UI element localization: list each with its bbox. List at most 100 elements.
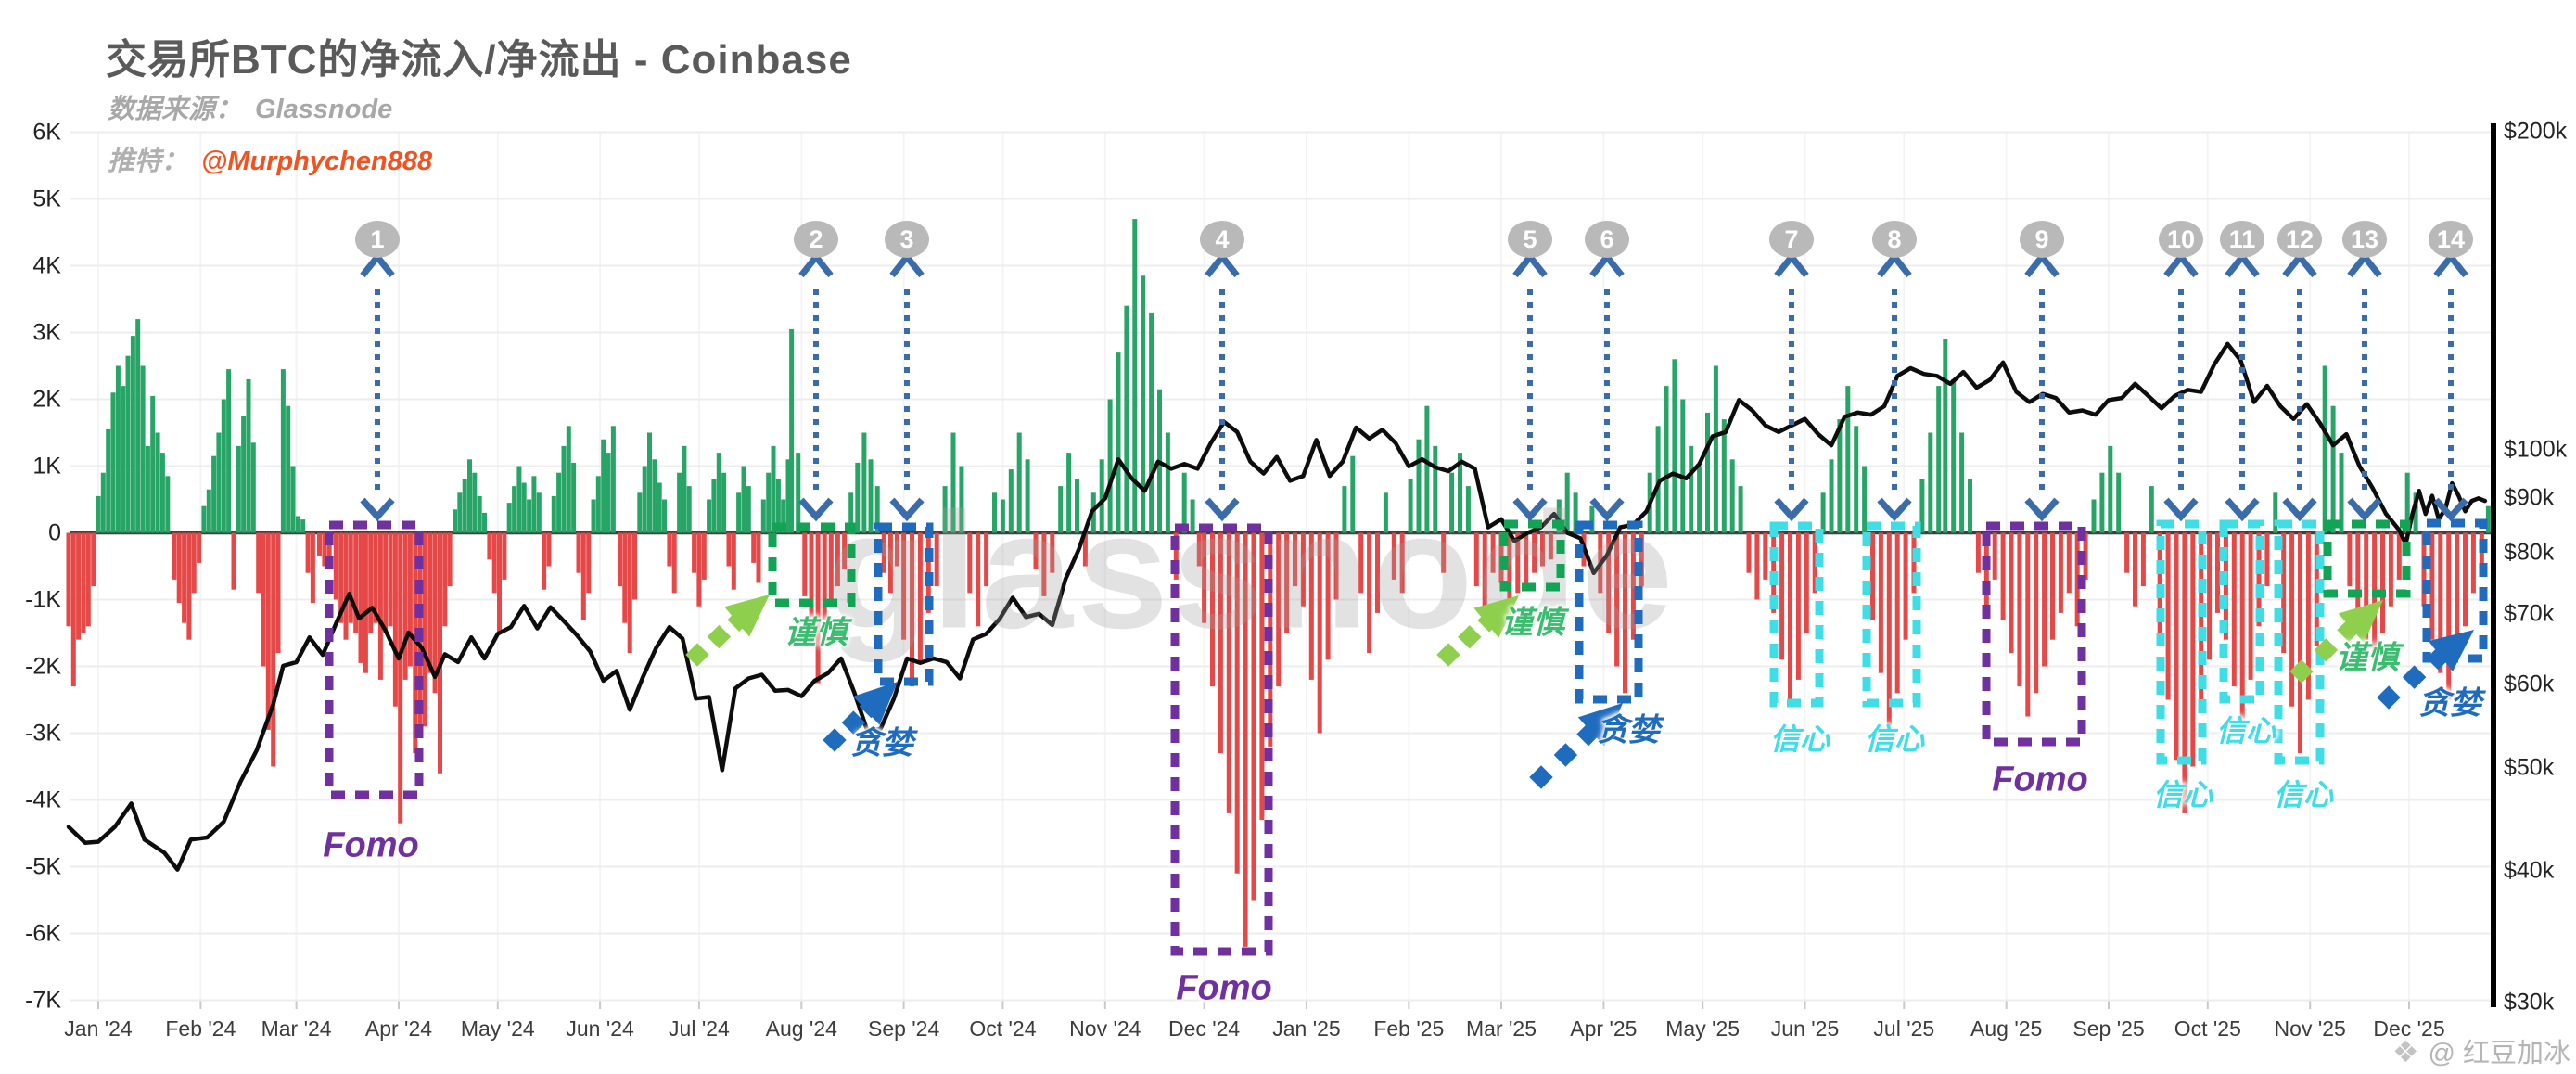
price-axis-tick-label: $100k xyxy=(2504,436,2568,463)
marker-arrow xyxy=(360,251,395,278)
caution-arrowhead xyxy=(724,595,770,637)
month-label: Oct '25 xyxy=(2174,1016,2241,1041)
month-label: Sep '24 xyxy=(867,1016,940,1041)
diamond-logo-icon: ❖ xyxy=(2391,1035,2419,1068)
marker-arrow xyxy=(1512,497,1548,522)
annotation-box-cyan xyxy=(2219,519,2264,704)
marker-arrow xyxy=(2347,497,2382,522)
annotation-label: 信心 xyxy=(2152,778,2213,812)
annotation-label: Fomo xyxy=(1176,968,1272,1008)
annotation-box-blue xyxy=(1575,520,1643,704)
annotation-box-cyan xyxy=(1862,521,1921,708)
arrow-trail-dot xyxy=(1458,625,1482,649)
arrow-trail-dot xyxy=(841,710,866,735)
flow-axis-tick-label: -3K xyxy=(25,720,61,746)
month-label: Jun '25 xyxy=(1770,1016,1840,1041)
annotation-box-purple xyxy=(1170,523,1273,956)
numbered-marker: 6 xyxy=(1585,221,1629,258)
month-label: Jan '24 xyxy=(64,1016,133,1041)
month-label: Oct '24 xyxy=(969,1016,1037,1041)
flow-axis-tick-label: 6K xyxy=(32,119,61,145)
annotation-label: Fomo xyxy=(323,825,419,865)
price-axis-tick-label: $40k xyxy=(2504,857,2555,884)
twitter-handle: @Murphychen888 xyxy=(201,147,433,176)
month-label: Jun '24 xyxy=(566,1016,634,1041)
marker-arrow xyxy=(798,251,834,278)
flow-axis-tick-label: 3K xyxy=(32,319,61,345)
marker-arrow xyxy=(2433,251,2468,278)
marker-arrow xyxy=(2225,497,2260,522)
marker-arrow xyxy=(360,497,395,522)
flow-axis-tick-label: 4K xyxy=(32,252,61,278)
caution-arrowhead xyxy=(1473,595,1519,638)
corner-watermark-text: @ 红豆加冰 xyxy=(2428,1039,2571,1068)
twitter-line: 推特： @Murphychen888 xyxy=(108,139,432,178)
greed-arrowhead xyxy=(1577,703,1623,747)
numbered-marker: 2 xyxy=(794,221,838,258)
annotation-label: 谨慎 xyxy=(2336,640,2399,676)
flow-axis-tick-label: 1K xyxy=(32,453,61,479)
month-label: Jul '25 xyxy=(1873,1016,1935,1041)
numbered-marker: 5 xyxy=(1508,221,1552,258)
annotation-box-green xyxy=(768,522,856,607)
marker-arrow xyxy=(889,497,925,522)
arrow-trail-dot xyxy=(685,643,709,667)
price-axis-tick-label: $80k xyxy=(2504,539,2555,566)
annotation-label: 谨慎 xyxy=(1501,605,1564,641)
annotation-label: 贪婪 xyxy=(2418,685,2481,722)
marker-arrow xyxy=(2282,497,2317,522)
month-label: Nov '24 xyxy=(1069,1016,1141,1041)
numbered-marker: 11 xyxy=(2220,221,2264,258)
marker-arrow xyxy=(889,251,925,278)
marker-arrow xyxy=(1205,251,1240,278)
annotation-box-blue xyxy=(874,522,934,686)
twitter-label: 推特： xyxy=(108,147,189,176)
month-label: Aug '24 xyxy=(765,1016,837,1041)
marker-arrow xyxy=(798,497,834,522)
arrow-trail-dot xyxy=(823,728,847,752)
month-label: Apr '24 xyxy=(364,1016,433,1041)
corner-watermark: ❖ @ 红豆加冰 xyxy=(2392,1031,2570,1070)
marker-arrow xyxy=(1589,497,1625,522)
marker-arrow xyxy=(1774,251,1809,278)
annotation-box-cyan xyxy=(2156,519,2207,765)
marker-arrow xyxy=(1877,251,1912,278)
flow-axis-tick-label: -1K xyxy=(25,586,61,612)
marker-arrow xyxy=(2282,251,2317,278)
numbered-marker: 13 xyxy=(2342,221,2387,258)
price-axis-tick-label: $30k xyxy=(2504,989,2555,1016)
greed-arrowhead xyxy=(2428,630,2474,671)
numbered-marker: 9 xyxy=(2020,221,2064,258)
annotation-label: 信心 xyxy=(2215,714,2276,748)
marker-arrow xyxy=(1205,497,1240,522)
annotation-box-purple xyxy=(1982,521,2086,747)
annotation-box-green xyxy=(2323,519,2411,598)
annotation-label: 贪婪 xyxy=(850,725,913,761)
month-label: Feb '24 xyxy=(165,1016,236,1041)
flow-axis-tick-label: 5K xyxy=(32,185,61,211)
price-axis-tick-label: $200k xyxy=(2504,118,2568,145)
price-axis-tick-label: $60k xyxy=(2504,671,2555,697)
month-label: Jan '25 xyxy=(1272,1016,1341,1041)
data-source-label: 数据来源： xyxy=(108,95,243,124)
marker-arrow xyxy=(1589,251,1625,278)
price-axis-tick-label: $50k xyxy=(2504,754,2555,781)
flow-axis-tick-label: -2K xyxy=(25,653,61,679)
numbered-marker: 3 xyxy=(885,221,929,258)
marker-arrow xyxy=(2024,251,2060,278)
arrow-trail-dot xyxy=(2289,659,2314,684)
flow-axis-tick-label: -6K xyxy=(25,920,61,946)
greed-arrowhead xyxy=(853,682,898,725)
annotation-box-green xyxy=(1499,519,1565,592)
annotation-box-cyan xyxy=(1769,521,1824,708)
data-source-value: Glassnode xyxy=(255,95,393,124)
numbered-marker: 1 xyxy=(355,221,400,258)
data-source-line: 数据来源： Glassnode xyxy=(108,87,392,126)
arrow-trail-dot xyxy=(1436,643,1460,667)
glassnode-watermark: glassnode xyxy=(826,478,1677,663)
arrow-trail-dot xyxy=(1529,765,1553,789)
marker-arrow xyxy=(2163,251,2199,278)
price-axis-tick-label: $90k xyxy=(2504,484,2555,511)
month-label: Mar '24 xyxy=(261,1016,332,1041)
